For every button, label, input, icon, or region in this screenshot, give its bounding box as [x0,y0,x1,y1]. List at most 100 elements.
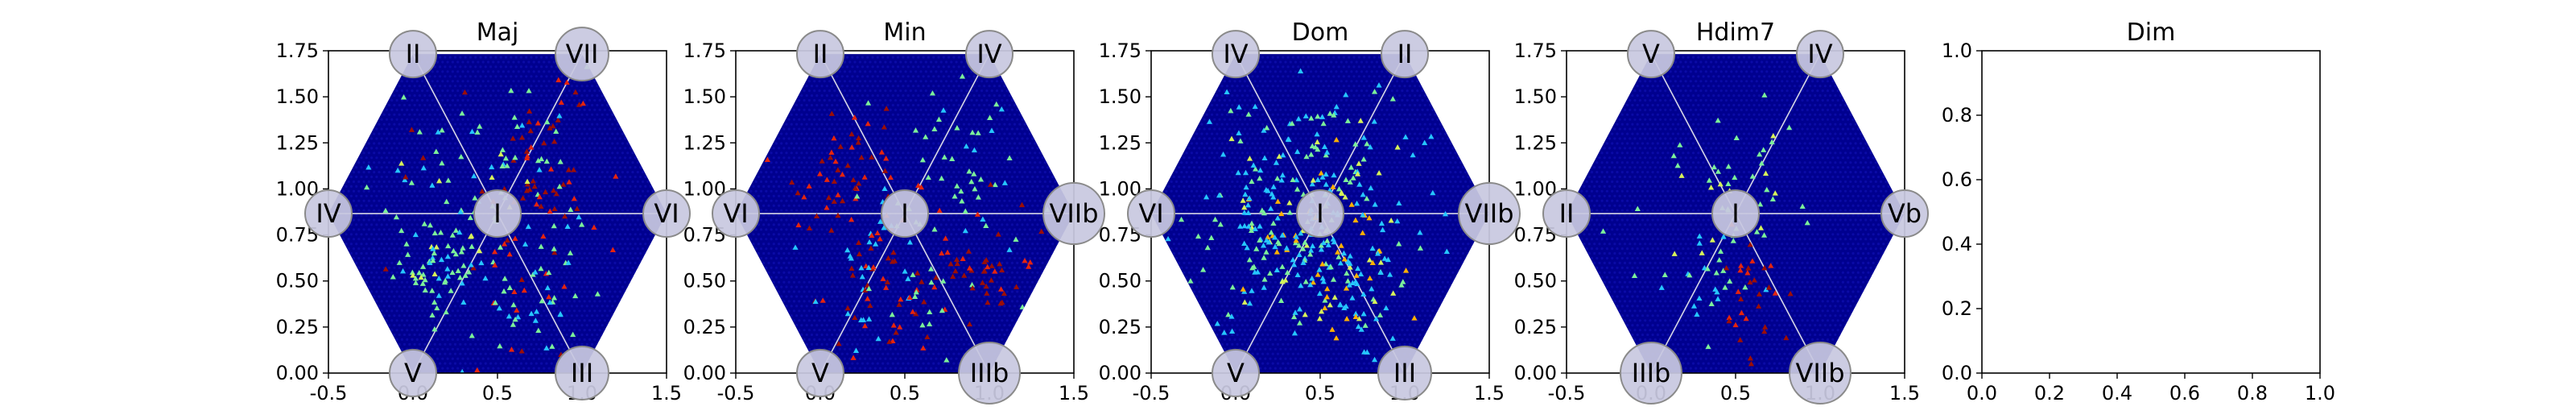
data-point [865,316,873,322]
data-point [906,239,914,245]
data-point [429,288,436,293]
data-point [528,310,535,317]
data-point [877,218,884,224]
data-point [1303,243,1310,248]
data-point [881,225,887,230]
data-point [396,259,402,265]
data-point [1300,246,1307,251]
data-point [1361,349,1368,355]
data-point [1296,320,1303,326]
data-point [1275,239,1282,245]
data-point [1772,190,1778,196]
data-point [856,251,863,257]
data-point [806,183,812,189]
data-point [831,198,837,204]
data-point [510,301,517,308]
data-point [1347,179,1353,185]
data-point [410,272,416,278]
data-point [1720,234,1727,239]
data-point [1631,272,1638,278]
data-point [1316,290,1323,297]
data-point [924,334,931,340]
data-point [925,174,931,180]
data-point [1290,313,1298,320]
x-tick-label: 0.5 [1305,382,1335,404]
data-point [1422,139,1428,146]
data-point [448,288,454,293]
data-point [565,259,572,265]
data-point [795,189,801,196]
data-point [1376,82,1382,88]
data-point [861,174,868,180]
y-tick-label: 1.25 [1514,131,1557,154]
data-point [875,335,881,342]
data-point [518,135,526,140]
data-point [506,284,513,291]
node-label: II [813,39,828,69]
data-point [547,166,555,172]
data-point [1228,328,1236,334]
data-point [1686,272,1693,278]
data-point [1364,140,1370,147]
data-point [1352,310,1359,317]
data-point [825,194,832,201]
data-point [931,284,938,290]
data-point [526,88,532,93]
data-point [1286,210,1293,215]
y-tick-label: 0.00 [1514,362,1557,384]
data-point [1354,171,1361,176]
x-tick-label: -0.5 [1548,382,1586,404]
data-point [1237,138,1244,143]
data-point [859,273,865,280]
data-point [1377,259,1384,265]
data-point [382,266,389,272]
data-point [1396,200,1402,206]
data-point [560,181,567,187]
data-point [499,147,506,152]
data-point [954,260,960,267]
node-i: I [1296,189,1344,239]
data-point [1241,204,1248,210]
data-point [1165,235,1171,242]
data-point [905,276,911,281]
data-point [1366,257,1373,263]
data-point [914,287,920,292]
data-point [1747,355,1753,361]
data-point [869,154,875,160]
data-point [504,163,510,168]
data-point [538,265,544,272]
data-point [1294,148,1301,155]
node-vii: VII [555,27,609,82]
data-point [405,251,411,257]
data-point [935,116,943,122]
data-point [1758,160,1765,166]
data-point [1674,162,1681,168]
data-point [1026,263,1032,269]
data-point [1212,216,1219,222]
data-point [1261,284,1267,290]
data-point [1732,174,1738,180]
data-point [543,158,550,164]
data-point [1357,118,1364,123]
data-point [536,193,543,200]
data-point [861,322,869,329]
node-label: IV [1807,39,1832,69]
data-point [1249,220,1255,226]
data-point [979,280,986,285]
data-point [1394,218,1401,224]
node-iiib: IIIb [958,342,1021,404]
data-point [524,181,530,187]
data-point [409,269,415,276]
data-point [1001,180,1008,185]
node-label: I [901,198,908,229]
data-point [452,227,460,233]
data-point [851,114,858,120]
data-point [1398,282,1405,288]
data-point [416,129,423,135]
data-point [1001,290,1007,297]
x-tick-label: 0.0 [1967,382,1997,404]
data-point [1229,284,1236,290]
data-point [1249,178,1255,185]
data-point [896,301,902,307]
y-tick-label: 0.50 [276,270,319,292]
